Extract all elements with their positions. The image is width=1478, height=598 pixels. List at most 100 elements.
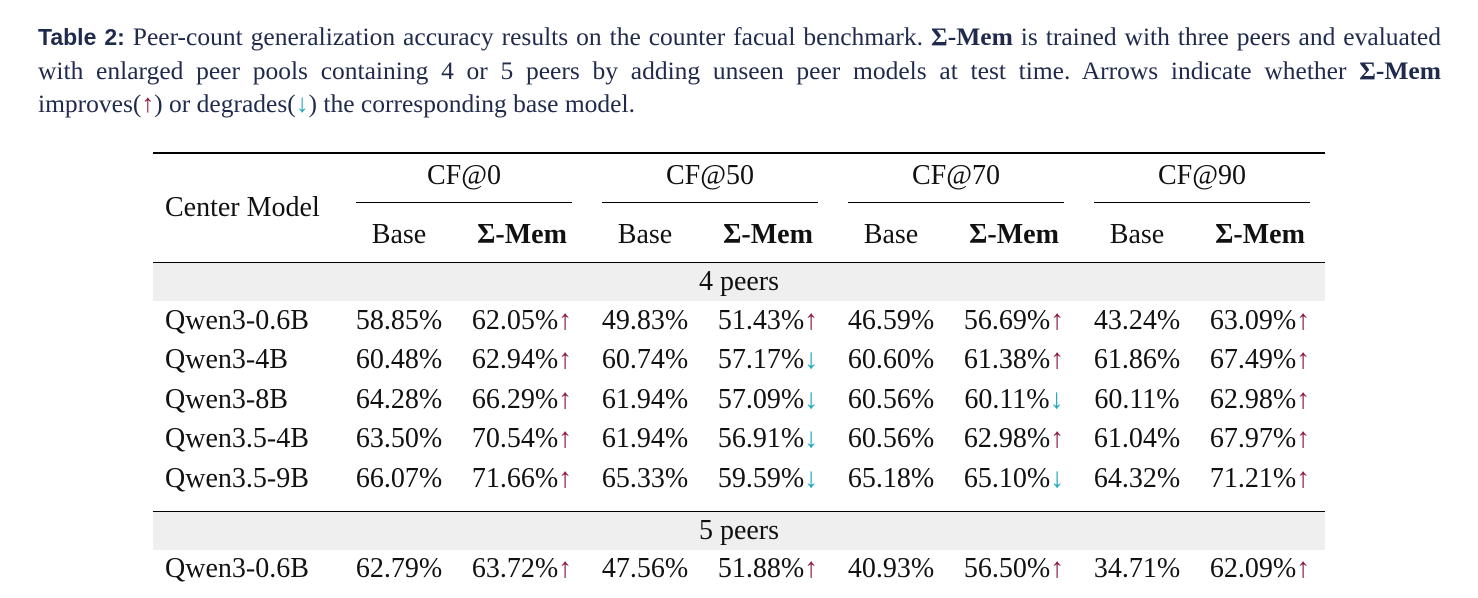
- table-row: Qwen3.5-4B 63.50% 70.54%↑ 61.94% 56.91%↓ 60.5…: [153, 420, 1325, 460]
- arrow-down-icon: ↓: [1049, 383, 1064, 415]
- mem-value-cell: 65.10%↓: [949, 459, 1079, 499]
- group-header-cf70: CF@70: [833, 153, 1079, 208]
- caption-text-5: ) the corresponding base model.: [308, 89, 635, 118]
- base-value: 63.50%: [355, 423, 443, 455]
- mem-value-cell: 57.17%↓: [703, 341, 833, 381]
- center-model-name: Qwen3.5-4B: [165, 423, 309, 455]
- mem-value-cell: 60.11%↓: [949, 380, 1079, 420]
- mem-value: 60.11%: [964, 383, 1050, 415]
- results-table: Center Model CF@0 CF@50 CF@70 CF@90 Base…: [153, 152, 1325, 589]
- arrow-up-icon: ↑: [558, 553, 573, 585]
- arrow-up-icon: ↑: [1050, 423, 1065, 455]
- mem-value: 63.72%: [471, 553, 559, 585]
- section-header-row: 5 peers: [153, 511, 1325, 550]
- arrow-up-icon: ↑: [1296, 553, 1311, 585]
- sub-header-mem: Σ-Mem: [723, 219, 813, 250]
- base-value: 60.74%: [601, 344, 689, 376]
- mem-value: 56.91%: [717, 423, 805, 455]
- base-value: 58.85%: [355, 304, 443, 336]
- arrow-up-icon: ↑: [1050, 553, 1065, 585]
- mem-value-cell: 66.29%↑: [457, 380, 587, 420]
- arrow-up-icon: ↑: [1050, 344, 1065, 376]
- sub-header-base: Base: [617, 219, 673, 250]
- base-value: 61.94%: [601, 383, 689, 415]
- mem-value: 66.29%: [471, 383, 559, 415]
- mem-value: 62.98%: [963, 423, 1051, 455]
- mem-value-cell: 61.38%↑: [949, 341, 1079, 381]
- arrow-up-icon: ↑: [804, 553, 819, 585]
- mem-value-cell: 63.09%↑: [1195, 301, 1325, 341]
- arrow-down-icon: ↓: [804, 423, 819, 455]
- base-value: 60.60%: [847, 344, 935, 376]
- mem-value: 71.66%: [471, 462, 559, 494]
- mem-value-cell: 70.54%↑: [457, 420, 587, 460]
- base-value: 61.86%: [1093, 344, 1181, 376]
- arrow-up-icon: ↑: [558, 383, 573, 415]
- base-value: 60.56%: [847, 423, 935, 455]
- arrow-up-icon: ↑: [1296, 423, 1311, 455]
- center-model-name: Qwen3-0.6B: [165, 553, 309, 585]
- section-title: 5 peers: [153, 511, 1325, 550]
- mem-value-cell: 51.43%↑: [703, 301, 833, 341]
- base-value: 49.83%: [601, 304, 689, 336]
- table-row: Qwen3.5-9B 66.07% 71.66%↑ 65.33% 59.59%↓ 65.1…: [153, 459, 1325, 499]
- section-header-row: 4 peers: [153, 262, 1325, 301]
- table-caption: Table 2: Peer-count generalization accur…: [38, 20, 1441, 120]
- mem-value: 63.09%: [1209, 304, 1297, 336]
- sub-header-base: Base: [1109, 219, 1165, 250]
- base-value: 60.48%: [355, 344, 443, 376]
- group-header-cf0: CF@0: [341, 153, 587, 208]
- center-model-name: Qwen3-8B: [165, 383, 288, 415]
- mem-value-cell: 56.69%↑: [949, 301, 1079, 341]
- caption-text-1: Peer-count generalization accuracy resul…: [124, 22, 932, 51]
- arrow-up-icon: ↑: [558, 462, 573, 494]
- base-value: 65.18%: [847, 462, 935, 494]
- mem-value: 65.10%: [963, 462, 1051, 494]
- mem-value-cell: 67.97%↑: [1195, 420, 1325, 460]
- mem-value-cell: 62.98%↑: [1195, 380, 1325, 420]
- base-value: 40.93%: [847, 553, 935, 585]
- arrow-down-icon: ↓: [804, 344, 819, 376]
- mem-value-cell: 62.05%↑: [457, 301, 587, 341]
- table-row: Qwen3-0.6B 62.79% 63.72%↑ 47.56% 51.88%↑ 40.9…: [153, 550, 1325, 590]
- base-value: 47.56%: [601, 553, 689, 585]
- arrow-up-icon: ↑: [558, 344, 573, 376]
- caption-method-name: Σ-Mem: [931, 22, 1013, 51]
- header-row-groups: Center Model CF@0 CF@50 CF@70 CF@90: [153, 153, 1325, 223]
- section-gap: [153, 499, 1325, 512]
- table-row: Qwen3-4B 60.48% 62.94%↑ 60.74% 57.17%↓ 60.60%…: [153, 341, 1325, 381]
- base-value: 64.32%: [1093, 462, 1181, 494]
- base-value: 60.56%: [847, 383, 935, 415]
- sub-header-mem: Σ-Mem: [1215, 219, 1305, 250]
- base-value: 60.11%: [1094, 383, 1180, 415]
- table-row: Qwen3-0.6B 58.85% 62.05%↑ 49.83% 51.43%↑ 46.5…: [153, 301, 1325, 341]
- arrow-up-icon: ↑: [1050, 304, 1065, 336]
- mem-value: 59.59%: [717, 462, 805, 494]
- caption-text-4: ) or degrades(: [154, 89, 296, 118]
- mem-value-cell: 59.59%↓: [703, 459, 833, 499]
- arrow-down-icon: ↓: [804, 383, 819, 415]
- base-value: 46.59%: [847, 304, 935, 336]
- center-model-name: Qwen3.5-9B: [165, 462, 309, 494]
- arrow-up-icon: ↑: [1296, 383, 1311, 415]
- base-value: 43.24%: [1093, 304, 1181, 336]
- sub-header-base: Base: [863, 219, 919, 250]
- center-model-name: Qwen3-4B: [165, 344, 288, 376]
- mem-value-cell: 71.66%↑: [457, 459, 587, 499]
- mem-value-cell: 62.09%↑: [1195, 550, 1325, 590]
- base-value: 66.07%: [355, 462, 443, 494]
- mem-value-cell: 51.88%↑: [703, 550, 833, 590]
- caption-text-3: improves(: [38, 89, 142, 118]
- mem-value-cell: 56.91%↓: [703, 420, 833, 460]
- base-value: 61.04%: [1093, 423, 1181, 455]
- table-body: Center Model CF@0 CF@50 CF@70 CF@90 Base…: [153, 153, 1325, 589]
- arrow-down-icon: ↓: [295, 89, 309, 118]
- mem-value-cell: 62.98%↑: [949, 420, 1079, 460]
- arrow-up-icon: ↑: [1296, 462, 1311, 494]
- sub-header-mem: Σ-Mem: [969, 219, 1059, 250]
- mem-value: 51.88%: [717, 553, 805, 585]
- section-title: 4 peers: [153, 262, 1325, 301]
- base-value: 64.28%: [355, 383, 443, 415]
- table-row: Qwen3-8B 64.28% 66.29%↑ 61.94% 57.09%↓ 60.56%…: [153, 380, 1325, 420]
- mem-value: 61.38%: [963, 344, 1051, 376]
